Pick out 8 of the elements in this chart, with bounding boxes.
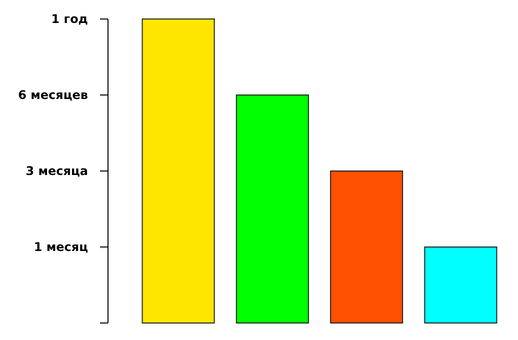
text: 1 месяц	[34, 240, 88, 254]
bar	[236, 94, 309, 324]
bar	[330, 170, 404, 324]
text: 1 год	[51, 12, 88, 26]
text: 3 месяца	[26, 164, 88, 178]
bar	[142, 18, 215, 324]
text: 6 месяцев	[18, 88, 88, 102]
bar	[424, 246, 498, 324]
